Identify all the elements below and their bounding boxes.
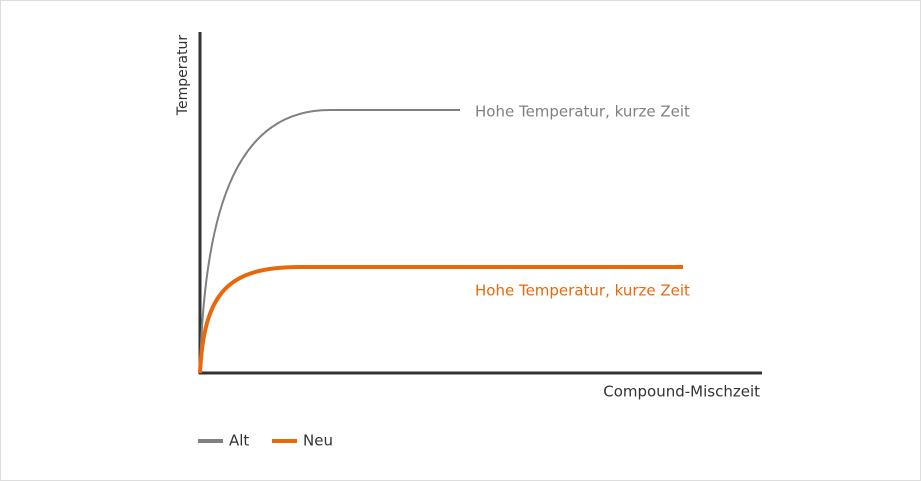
curve-annotation: Hohe Temperatur, kurze Zeit: [475, 282, 690, 300]
x-axis-label: Compound-Mischzeit: [603, 383, 760, 401]
curve-annotation: Hohe Temperatur, kurze Zeit: [475, 103, 690, 121]
curve: [198, 265, 683, 374]
legend-label: Alt: [229, 432, 249, 450]
y-axis-label: Temperatur: [175, 35, 191, 117]
legend-label: Neu: [303, 432, 333, 450]
curve: [199, 109, 460, 374]
